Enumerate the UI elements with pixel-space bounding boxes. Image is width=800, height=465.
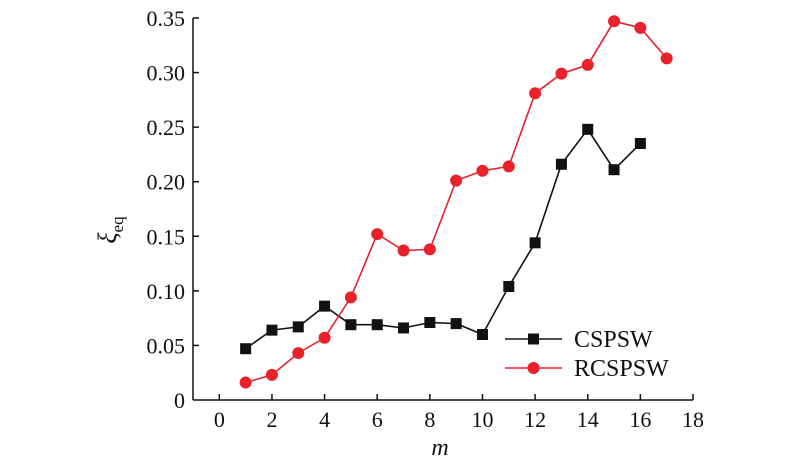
data-point: [450, 318, 462, 330]
y-tick-label: 0.30: [147, 61, 186, 86]
series-layer: [239, 15, 673, 389]
x-tick-label: 10: [471, 407, 493, 432]
data-point: [608, 15, 621, 28]
x-tick-label: 8: [424, 407, 435, 432]
data-point: [476, 164, 489, 177]
legend-item-rcspsw: RCSPSW: [505, 356, 669, 382]
data-point: [634, 138, 646, 150]
data-point: [319, 300, 331, 312]
data-point: [529, 237, 541, 249]
legend-marker: [528, 333, 539, 345]
y-tick-label: 0.25: [147, 115, 186, 140]
x-tick-label: 16: [629, 407, 651, 432]
data-point: [450, 174, 463, 187]
data-point: [239, 376, 252, 389]
x-axis-label: m: [431, 435, 448, 461]
data-point: [503, 280, 515, 292]
axes: [192, 18, 693, 401]
data-point: [397, 244, 410, 257]
x-tick-label: 18: [682, 407, 704, 432]
series-line: [245, 127, 641, 350]
data-point: [476, 329, 488, 341]
data-point: [266, 324, 278, 336]
data-point: [423, 243, 436, 256]
y-ticks: 0 0.05 0.10 0.15 0.20 0.25 0.30 0.35: [147, 6, 199, 413]
legend-label: CSPSW: [574, 327, 653, 353]
data-point: [660, 52, 673, 65]
x-tick-label: 12: [524, 407, 546, 432]
y-axis-label: ξeq: [93, 216, 127, 244]
data-point: [265, 368, 278, 381]
legend-item-cspsw: CSPSW: [505, 327, 653, 353]
data-point: [581, 58, 594, 71]
data-point: [371, 319, 383, 331]
data-point: [240, 343, 252, 355]
data-point: [502, 160, 515, 173]
legend-marker: [527, 362, 540, 374]
svg-text:ξeq: ξeq: [93, 216, 127, 244]
y-tick-label: 0.10: [147, 279, 186, 304]
data-point: [529, 87, 542, 100]
data-point: [345, 319, 357, 331]
series-rcspsw: [239, 15, 673, 389]
x-tick-label: 14: [577, 407, 599, 432]
data-point: [555, 67, 568, 80]
data-point: [608, 164, 620, 176]
y-tick-label: 0.35: [147, 6, 186, 31]
data-point: [318, 331, 331, 344]
data-point: [555, 158, 567, 170]
x-tick-label: 2: [266, 407, 277, 432]
x-tick-label: 4: [319, 407, 330, 432]
series-cspsw: [240, 123, 646, 355]
data-point: [371, 228, 384, 241]
data-point: [292, 321, 304, 333]
data-point: [344, 291, 357, 304]
y-axis-label-sub: eq: [108, 216, 127, 233]
y-tick-label: 0: [174, 388, 185, 413]
y-axis-label-main: ξ: [93, 232, 122, 244]
legend-label: RCSPSW: [574, 356, 669, 382]
y-tick-label: 0.15: [147, 224, 186, 249]
data-point: [582, 123, 594, 135]
data-point: [634, 21, 647, 34]
x-tick-label: 0: [214, 407, 225, 432]
x-ticks: 0 2 4 6 8 10 12 14 16 18: [214, 394, 704, 432]
y-tick-label: 0.20: [147, 170, 186, 195]
data-point: [398, 322, 410, 334]
x-tick-label: 6: [372, 407, 383, 432]
legend: CSPSW RCSPSW: [505, 327, 669, 382]
data-point: [292, 347, 305, 360]
data-point: [424, 317, 436, 329]
y-tick-label: 0.05: [147, 333, 186, 358]
